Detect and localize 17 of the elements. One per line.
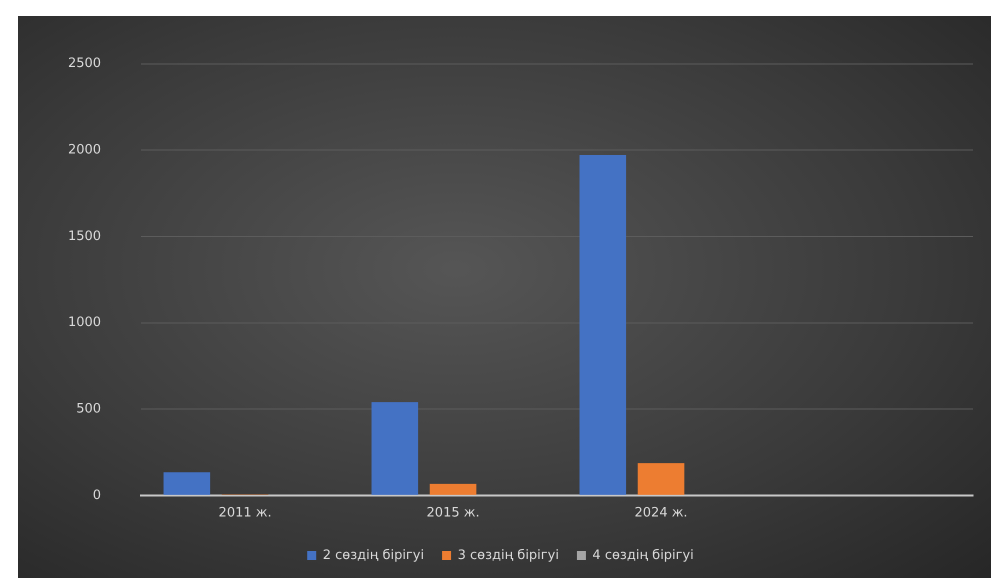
x-tick-label: 2011 ж. (218, 506, 272, 521)
legend-label: 3 сөздің бірігуі (458, 548, 559, 563)
bar (430, 484, 476, 495)
y-tick-label: 500 (76, 401, 102, 416)
bar (164, 472, 210, 495)
y-tick-label: 2000 (68, 142, 102, 158)
legend-label: 2 сөздің бірігуі (322, 548, 424, 563)
y-tick-label: 0 (92, 488, 102, 503)
x-tick-label: 2024 ж. (634, 506, 688, 521)
y-tick-label: 1000 (68, 315, 102, 330)
bar (638, 463, 684, 495)
y-tick-label: 2500 (68, 56, 102, 72)
bar (372, 402, 418, 495)
bar (580, 154, 626, 495)
y-tick-label: 1500 (68, 228, 102, 244)
x-tick-label: 2015 ж. (426, 506, 480, 521)
legend-label: 4 сөздің бірігуі (592, 548, 694, 563)
